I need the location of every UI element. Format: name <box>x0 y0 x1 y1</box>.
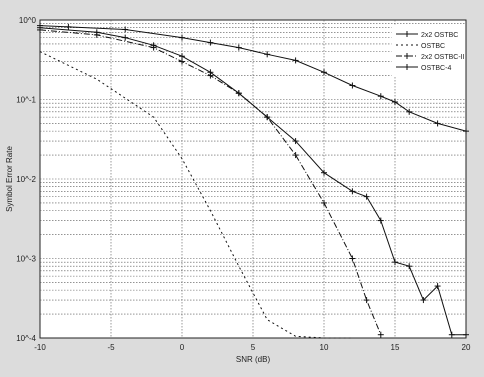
legend-label: OSTBC <box>421 43 445 50</box>
data-point <box>264 51 271 58</box>
legend-entries: 2x2 OSTBC OSTBC 2x2 OSTBC-II OSTBC-4 <box>396 31 465 72</box>
x-tick-label: 0 <box>180 343 185 352</box>
x-tick-label: 15 <box>391 343 400 352</box>
data-point <box>392 99 398 106</box>
legend-entry: OSTBC-4 <box>396 64 451 72</box>
data-point <box>349 188 356 195</box>
data-point <box>434 283 441 290</box>
data-point <box>122 26 129 33</box>
series-line <box>39 51 353 339</box>
data-point <box>65 23 72 30</box>
data-point <box>122 34 129 41</box>
data-point <box>377 331 384 338</box>
data-point <box>179 34 185 41</box>
data-point <box>292 138 299 145</box>
data-point <box>463 128 469 135</box>
data-point <box>150 42 157 49</box>
data-point <box>321 169 327 176</box>
series-line <box>39 29 382 335</box>
y-tick-label: 10^-3 <box>16 255 36 264</box>
data-point <box>349 82 356 89</box>
data-point <box>207 69 214 76</box>
legend-label: 2x2 OSTBC <box>421 32 458 39</box>
data-point <box>463 331 469 338</box>
x-tick-label: 10 <box>320 343 329 352</box>
data-point <box>321 199 327 206</box>
data-point <box>434 120 441 127</box>
legend-entry: 2x2 OSTBC <box>396 31 458 39</box>
legend: 2x2 OSTBC OSTBC 2x2 OSTBC-II OSTBC-4 <box>391 25 465 77</box>
data-point <box>179 53 185 60</box>
data-point <box>264 114 271 121</box>
x-tick-labels: -10 -5 0 5 10 15 20 <box>34 343 471 352</box>
data-point <box>321 69 327 76</box>
x-tick-label: -10 <box>34 343 46 352</box>
data-point <box>207 39 214 46</box>
y-tick-label: 10^-1 <box>16 96 36 105</box>
data-point <box>235 90 242 97</box>
data-point <box>292 57 299 64</box>
y-tick-label: 10^0 <box>19 16 37 25</box>
y-axis-label: Symbol Error Rate <box>5 146 14 212</box>
y-tick-label: 10^-2 <box>16 175 36 184</box>
data-point <box>93 29 100 36</box>
x-tick-label: -5 <box>107 343 115 352</box>
data-point <box>37 24 43 31</box>
data-point <box>377 93 384 100</box>
data-point <box>179 58 185 65</box>
x-axis-label: SNR (dB) <box>236 355 271 364</box>
data-point <box>349 255 356 262</box>
data-point <box>420 297 427 304</box>
data-point <box>363 297 370 304</box>
y-tick-label: 10^-4 <box>16 334 36 343</box>
x-tick-label: 20 <box>462 343 471 352</box>
data-point <box>448 331 455 338</box>
data-point <box>406 263 413 270</box>
legend-entry: OSTBC <box>396 43 445 50</box>
legend-label: OSTBC-4 <box>421 65 451 72</box>
data-point <box>377 217 384 224</box>
data-point <box>392 259 398 266</box>
legend-entry: 2x2 OSTBC-II <box>396 53 465 61</box>
series-layer <box>37 22 469 339</box>
data-point <box>363 193 370 200</box>
data-point <box>292 152 299 159</box>
y-tick-labels: 10^-4 10^-3 10^-2 10^-1 10^0 <box>16 16 36 343</box>
x-tick-label: 5 <box>251 343 256 352</box>
legend-label: 2x2 OSTBC-II <box>421 54 465 61</box>
data-point <box>406 108 413 115</box>
data-point <box>235 44 242 51</box>
